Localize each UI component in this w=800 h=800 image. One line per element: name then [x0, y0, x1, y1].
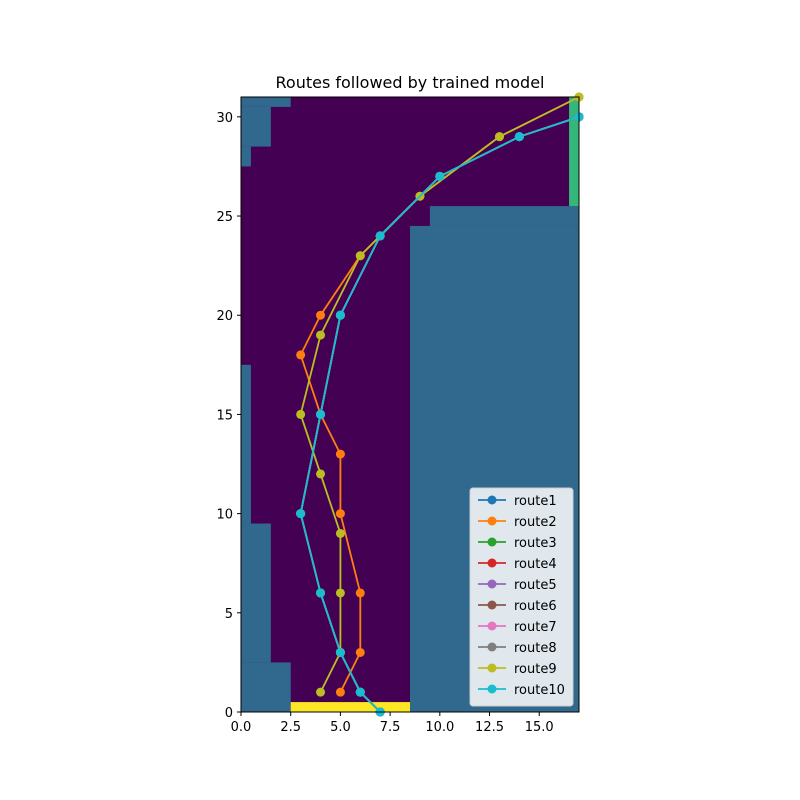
data-point [335, 687, 345, 697]
legend-marker [487, 537, 497, 547]
data-point [335, 588, 345, 598]
data-point [514, 132, 524, 142]
data-point [355, 588, 365, 598]
legend-marker [487, 642, 497, 652]
legend-marker [487, 684, 497, 694]
y-axis: 0 5 10 15 20 25 30 [216, 111, 241, 721]
legend-label: route9 [514, 662, 557, 677]
legend-label: route2 [514, 515, 557, 530]
data-point [355, 251, 365, 261]
data-point [494, 132, 504, 142]
legend-marker [487, 579, 497, 589]
data-point [335, 449, 345, 459]
wall-cell [241, 146, 251, 167]
finish-cell [569, 97, 579, 207]
legend-item-route8: route8 [478, 641, 557, 656]
y-tick-label: 30 [216, 111, 233, 126]
legend-item-route1: route1 [478, 494, 557, 509]
route-series [296, 92, 584, 717]
legend-item-route5: route5 [478, 578, 557, 593]
legend-item-route4: route4 [478, 557, 557, 572]
y-tick-label: 10 [216, 508, 233, 523]
data-point [316, 469, 326, 479]
data-point [355, 647, 365, 657]
legend-label: route10 [514, 683, 565, 698]
legend-item-route9: route9 [478, 662, 557, 677]
data-point [355, 687, 365, 697]
data-point [316, 330, 326, 340]
data-point [296, 350, 306, 360]
legend-label: route7 [514, 620, 557, 635]
wall-cell [241, 106, 271, 147]
data-point [335, 509, 345, 519]
legend: route1 route2 route3 route4 route5 route6 rout… [469, 487, 574, 707]
start-cell [290, 702, 410, 712]
legend-label: route3 [514, 536, 557, 551]
legend-marker [487, 516, 497, 526]
data-point [296, 509, 306, 519]
y-tick-label: 25 [216, 210, 233, 225]
x-tick-label: 10.0 [425, 720, 454, 735]
data-point [335, 528, 345, 538]
legend-marker [487, 558, 497, 568]
legend-label: route1 [514, 494, 557, 509]
legend-label: route6 [514, 599, 557, 614]
axes-frame [240, 96, 580, 713]
legend-item-route3: route3 [478, 536, 557, 551]
y-tick-label: 15 [216, 408, 233, 423]
legend-item-route10: route10 [478, 683, 565, 698]
y-tick-label: 20 [216, 309, 233, 324]
legend-label: route5 [514, 578, 557, 593]
y-tick-label: 5 [225, 607, 233, 622]
wall-cell [241, 523, 271, 663]
x-tick-label: 7.5 [380, 720, 401, 735]
wall-cell [241, 364, 251, 524]
data-point [335, 310, 345, 320]
legend-item-route2: route2 [478, 515, 557, 530]
data-point [296, 409, 306, 419]
data-point [316, 687, 326, 697]
x-tick-label: 12.5 [475, 720, 504, 735]
data-point [435, 171, 445, 181]
legend-label: route4 [514, 557, 557, 572]
y-tick-label: 0 [225, 706, 233, 721]
legend-marker [487, 663, 497, 673]
chart-title: Routes followed by trained model [276, 73, 545, 92]
x-tick-label: 15.0 [525, 720, 554, 735]
data-point [316, 409, 326, 419]
x-axis: 0.0 2.5 5.0 7.5 10.0 12.5 15.0 [231, 712, 554, 735]
x-tick-label: 2.5 [280, 720, 301, 735]
x-tick-label: 0.0 [231, 720, 252, 735]
data-point [316, 310, 326, 320]
legend-marker [487, 621, 497, 631]
data-point [316, 588, 326, 598]
legend-marker [487, 495, 497, 505]
legend-marker [487, 600, 497, 610]
data-point [375, 231, 385, 241]
legend-label: route8 [514, 641, 557, 656]
legend-item-route7: route7 [478, 620, 557, 635]
x-tick-label: 5.0 [330, 720, 351, 735]
wall-cell [429, 206, 579, 226]
data-point [335, 647, 345, 657]
series-route10 [296, 112, 584, 717]
wall-cell [241, 97, 291, 107]
legend-item-route6: route6 [478, 599, 557, 614]
wall-cell [241, 662, 291, 712]
